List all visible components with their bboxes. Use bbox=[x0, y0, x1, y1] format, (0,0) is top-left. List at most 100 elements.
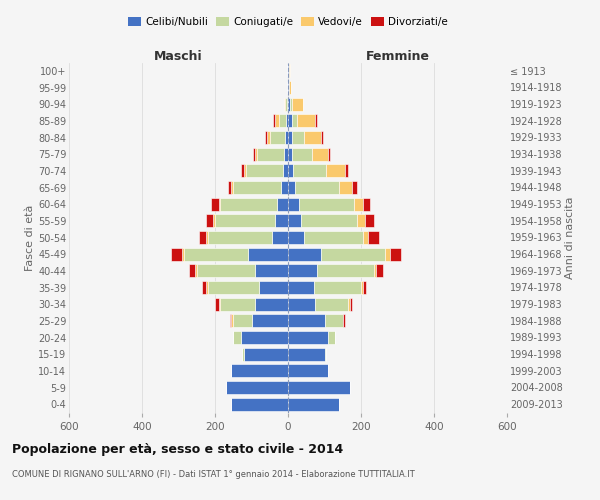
Bar bbox=[267, 131, 271, 144]
Bar bbox=[288, 198, 299, 210]
Bar bbox=[288, 214, 301, 228]
Bar bbox=[281, 181, 288, 194]
Bar bbox=[232, 398, 288, 410]
Bar bbox=[202, 281, 206, 294]
Bar bbox=[290, 98, 292, 110]
Bar bbox=[182, 248, 184, 260]
Bar bbox=[288, 281, 314, 294]
Bar bbox=[171, 248, 182, 260]
Bar bbox=[292, 98, 302, 110]
Bar bbox=[230, 314, 232, 328]
Bar bbox=[195, 264, 197, 278]
Bar bbox=[218, 198, 220, 210]
Bar bbox=[232, 364, 288, 378]
Bar bbox=[242, 348, 244, 360]
Bar bbox=[244, 348, 288, 360]
Bar bbox=[287, 98, 288, 110]
Bar bbox=[288, 398, 339, 410]
Bar bbox=[376, 264, 383, 278]
Bar bbox=[265, 131, 267, 144]
Bar bbox=[365, 214, 374, 228]
Bar bbox=[232, 181, 233, 194]
Bar bbox=[344, 164, 348, 177]
Bar bbox=[255, 148, 257, 160]
Bar bbox=[343, 314, 344, 328]
Bar bbox=[328, 331, 335, 344]
Bar bbox=[288, 64, 289, 78]
Bar bbox=[354, 198, 363, 210]
Text: Maschi: Maschi bbox=[154, 50, 203, 62]
Bar bbox=[288, 248, 321, 260]
Bar bbox=[275, 214, 288, 228]
Bar bbox=[288, 298, 316, 310]
Bar bbox=[253, 148, 255, 160]
Bar bbox=[321, 131, 323, 144]
Bar bbox=[206, 281, 208, 294]
Bar bbox=[292, 131, 304, 144]
Bar bbox=[361, 281, 363, 294]
Bar bbox=[288, 81, 289, 94]
Bar bbox=[233, 314, 251, 328]
Bar bbox=[288, 364, 328, 378]
Bar bbox=[292, 148, 312, 160]
Bar bbox=[350, 298, 352, 310]
Bar bbox=[277, 198, 288, 210]
Bar bbox=[293, 164, 326, 177]
Bar bbox=[220, 198, 277, 210]
Bar bbox=[220, 298, 255, 310]
Bar bbox=[288, 164, 293, 177]
Bar bbox=[215, 214, 275, 228]
Bar bbox=[288, 98, 290, 110]
Bar bbox=[208, 281, 259, 294]
Bar bbox=[190, 264, 195, 278]
Bar bbox=[363, 281, 367, 294]
Bar bbox=[363, 198, 370, 210]
Bar bbox=[288, 148, 292, 160]
Bar bbox=[287, 64, 288, 78]
Bar bbox=[241, 331, 288, 344]
Bar bbox=[211, 198, 218, 210]
Bar bbox=[233, 331, 241, 344]
Bar bbox=[213, 214, 215, 228]
Bar bbox=[368, 231, 379, 244]
Bar bbox=[241, 164, 244, 177]
Bar bbox=[244, 164, 246, 177]
Bar bbox=[325, 348, 326, 360]
Text: COMUNE DI RIGNANO SULL'ARNO (FI) - Dati ISTAT 1° gennaio 2014 - Elaborazione TUT: COMUNE DI RIGNANO SULL'ARNO (FI) - Dati … bbox=[12, 470, 415, 479]
Bar bbox=[284, 98, 286, 110]
Bar bbox=[197, 264, 255, 278]
Bar bbox=[358, 214, 365, 228]
Bar bbox=[297, 114, 316, 128]
Bar bbox=[257, 148, 284, 160]
Bar bbox=[272, 231, 288, 244]
Bar bbox=[304, 231, 363, 244]
Bar bbox=[299, 198, 354, 210]
Bar bbox=[348, 298, 350, 310]
Bar bbox=[287, 81, 288, 94]
Bar bbox=[284, 148, 288, 160]
Bar bbox=[325, 314, 343, 328]
Bar bbox=[275, 114, 279, 128]
Bar bbox=[288, 264, 317, 278]
Bar bbox=[255, 264, 288, 278]
Bar bbox=[232, 314, 233, 328]
Bar bbox=[271, 131, 285, 144]
Bar bbox=[288, 114, 292, 128]
Bar bbox=[314, 281, 361, 294]
Bar bbox=[352, 181, 358, 194]
Bar bbox=[288, 131, 292, 144]
Y-axis label: Anni di nascita: Anni di nascita bbox=[565, 196, 575, 278]
Bar bbox=[316, 114, 317, 128]
Bar bbox=[251, 314, 288, 328]
Bar bbox=[321, 248, 385, 260]
Bar bbox=[285, 131, 288, 144]
Bar bbox=[206, 231, 208, 244]
Bar bbox=[286, 98, 287, 110]
Bar bbox=[289, 64, 290, 78]
Bar bbox=[289, 81, 290, 94]
Bar bbox=[279, 114, 286, 128]
Bar bbox=[328, 148, 330, 160]
Bar bbox=[288, 181, 295, 194]
Bar bbox=[288, 314, 325, 328]
Bar bbox=[206, 214, 213, 228]
